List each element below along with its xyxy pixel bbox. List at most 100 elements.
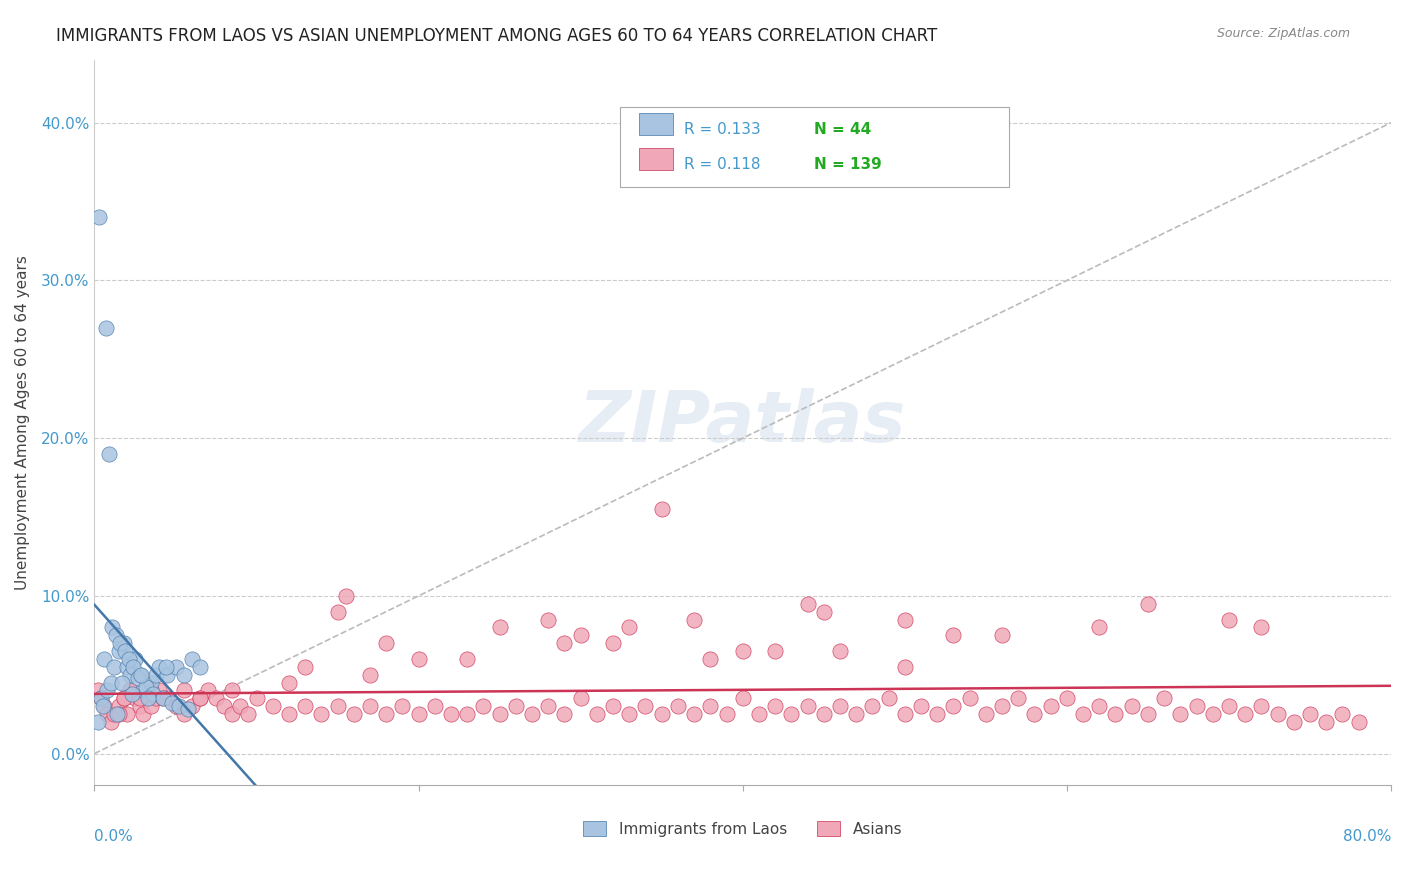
Point	[148, 660, 170, 674]
Point	[128, 699, 150, 714]
Point	[90, 691, 112, 706]
Point	[117, 652, 139, 666]
Point	[860, 699, 883, 714]
Point	[104, 628, 127, 642]
Point	[1071, 707, 1094, 722]
Point	[142, 687, 165, 701]
Point	[845, 707, 868, 722]
Point	[619, 620, 641, 634]
Point	[796, 699, 818, 714]
Point	[456, 707, 478, 722]
Point	[1250, 699, 1272, 714]
Point	[335, 589, 357, 603]
Point	[1218, 613, 1240, 627]
Point	[553, 707, 575, 722]
Point	[188, 691, 211, 706]
Point	[1088, 699, 1111, 714]
Point	[173, 667, 195, 681]
Point	[152, 691, 174, 706]
Point	[472, 699, 495, 714]
Point	[90, 691, 112, 706]
Point	[1218, 699, 1240, 714]
Point	[359, 699, 381, 714]
Point	[553, 636, 575, 650]
Point	[651, 707, 673, 722]
Point	[1331, 707, 1354, 722]
Point	[1234, 707, 1257, 722]
Point	[375, 636, 398, 650]
Point	[927, 707, 949, 722]
Point	[115, 707, 138, 722]
Point	[634, 699, 657, 714]
Point	[375, 707, 398, 722]
Point	[1250, 620, 1272, 634]
Point	[145, 691, 167, 706]
Text: Source: ZipAtlas.com: Source: ZipAtlas.com	[1216, 27, 1350, 40]
Point	[1024, 707, 1046, 722]
Point	[173, 707, 195, 722]
Point	[488, 620, 510, 634]
Point	[155, 660, 177, 674]
Point	[828, 644, 851, 658]
Point	[423, 699, 446, 714]
Point	[124, 652, 146, 666]
Text: ZIPatlas: ZIPatlas	[579, 388, 907, 457]
Point	[683, 613, 706, 627]
Point	[974, 707, 997, 722]
Point	[197, 683, 219, 698]
Point	[177, 702, 200, 716]
Point	[278, 707, 301, 722]
Point	[326, 699, 349, 714]
Point	[105, 707, 128, 722]
Point	[1056, 691, 1078, 706]
Point	[877, 691, 900, 706]
Point	[212, 699, 235, 714]
Point	[278, 675, 301, 690]
Point	[245, 691, 267, 706]
Point	[156, 667, 179, 681]
Point	[991, 699, 1014, 714]
Point	[440, 707, 463, 722]
Point	[391, 699, 413, 714]
Point	[456, 652, 478, 666]
Point	[894, 660, 917, 674]
Point	[165, 699, 187, 714]
Point	[294, 660, 316, 674]
Point	[112, 691, 135, 706]
Point	[991, 628, 1014, 642]
Point	[343, 707, 366, 722]
Point	[1282, 714, 1305, 729]
Point	[93, 699, 115, 714]
Point	[894, 707, 917, 722]
Point	[93, 652, 115, 666]
Point	[520, 707, 543, 722]
Point	[1299, 707, 1322, 722]
Point	[141, 675, 163, 690]
Point	[205, 691, 228, 706]
Point	[1185, 699, 1208, 714]
Point	[86, 683, 108, 698]
Point	[731, 691, 754, 706]
Point	[162, 696, 184, 710]
Point	[131, 667, 153, 681]
Point	[780, 707, 803, 722]
Point	[180, 699, 202, 714]
Point	[107, 644, 129, 658]
Point	[408, 652, 430, 666]
Point	[188, 660, 211, 674]
Point	[124, 691, 146, 706]
Point	[101, 620, 124, 634]
Point	[505, 699, 527, 714]
Point	[763, 644, 786, 658]
Point	[173, 683, 195, 698]
Point	[1039, 699, 1062, 714]
Point	[311, 707, 333, 722]
FancyBboxPatch shape	[620, 107, 1008, 186]
Point	[748, 707, 770, 722]
Point	[120, 683, 142, 698]
Point	[141, 683, 163, 698]
Point	[122, 660, 145, 674]
Text: N = 44: N = 44	[814, 122, 872, 137]
Point	[135, 681, 157, 695]
Point	[699, 652, 721, 666]
